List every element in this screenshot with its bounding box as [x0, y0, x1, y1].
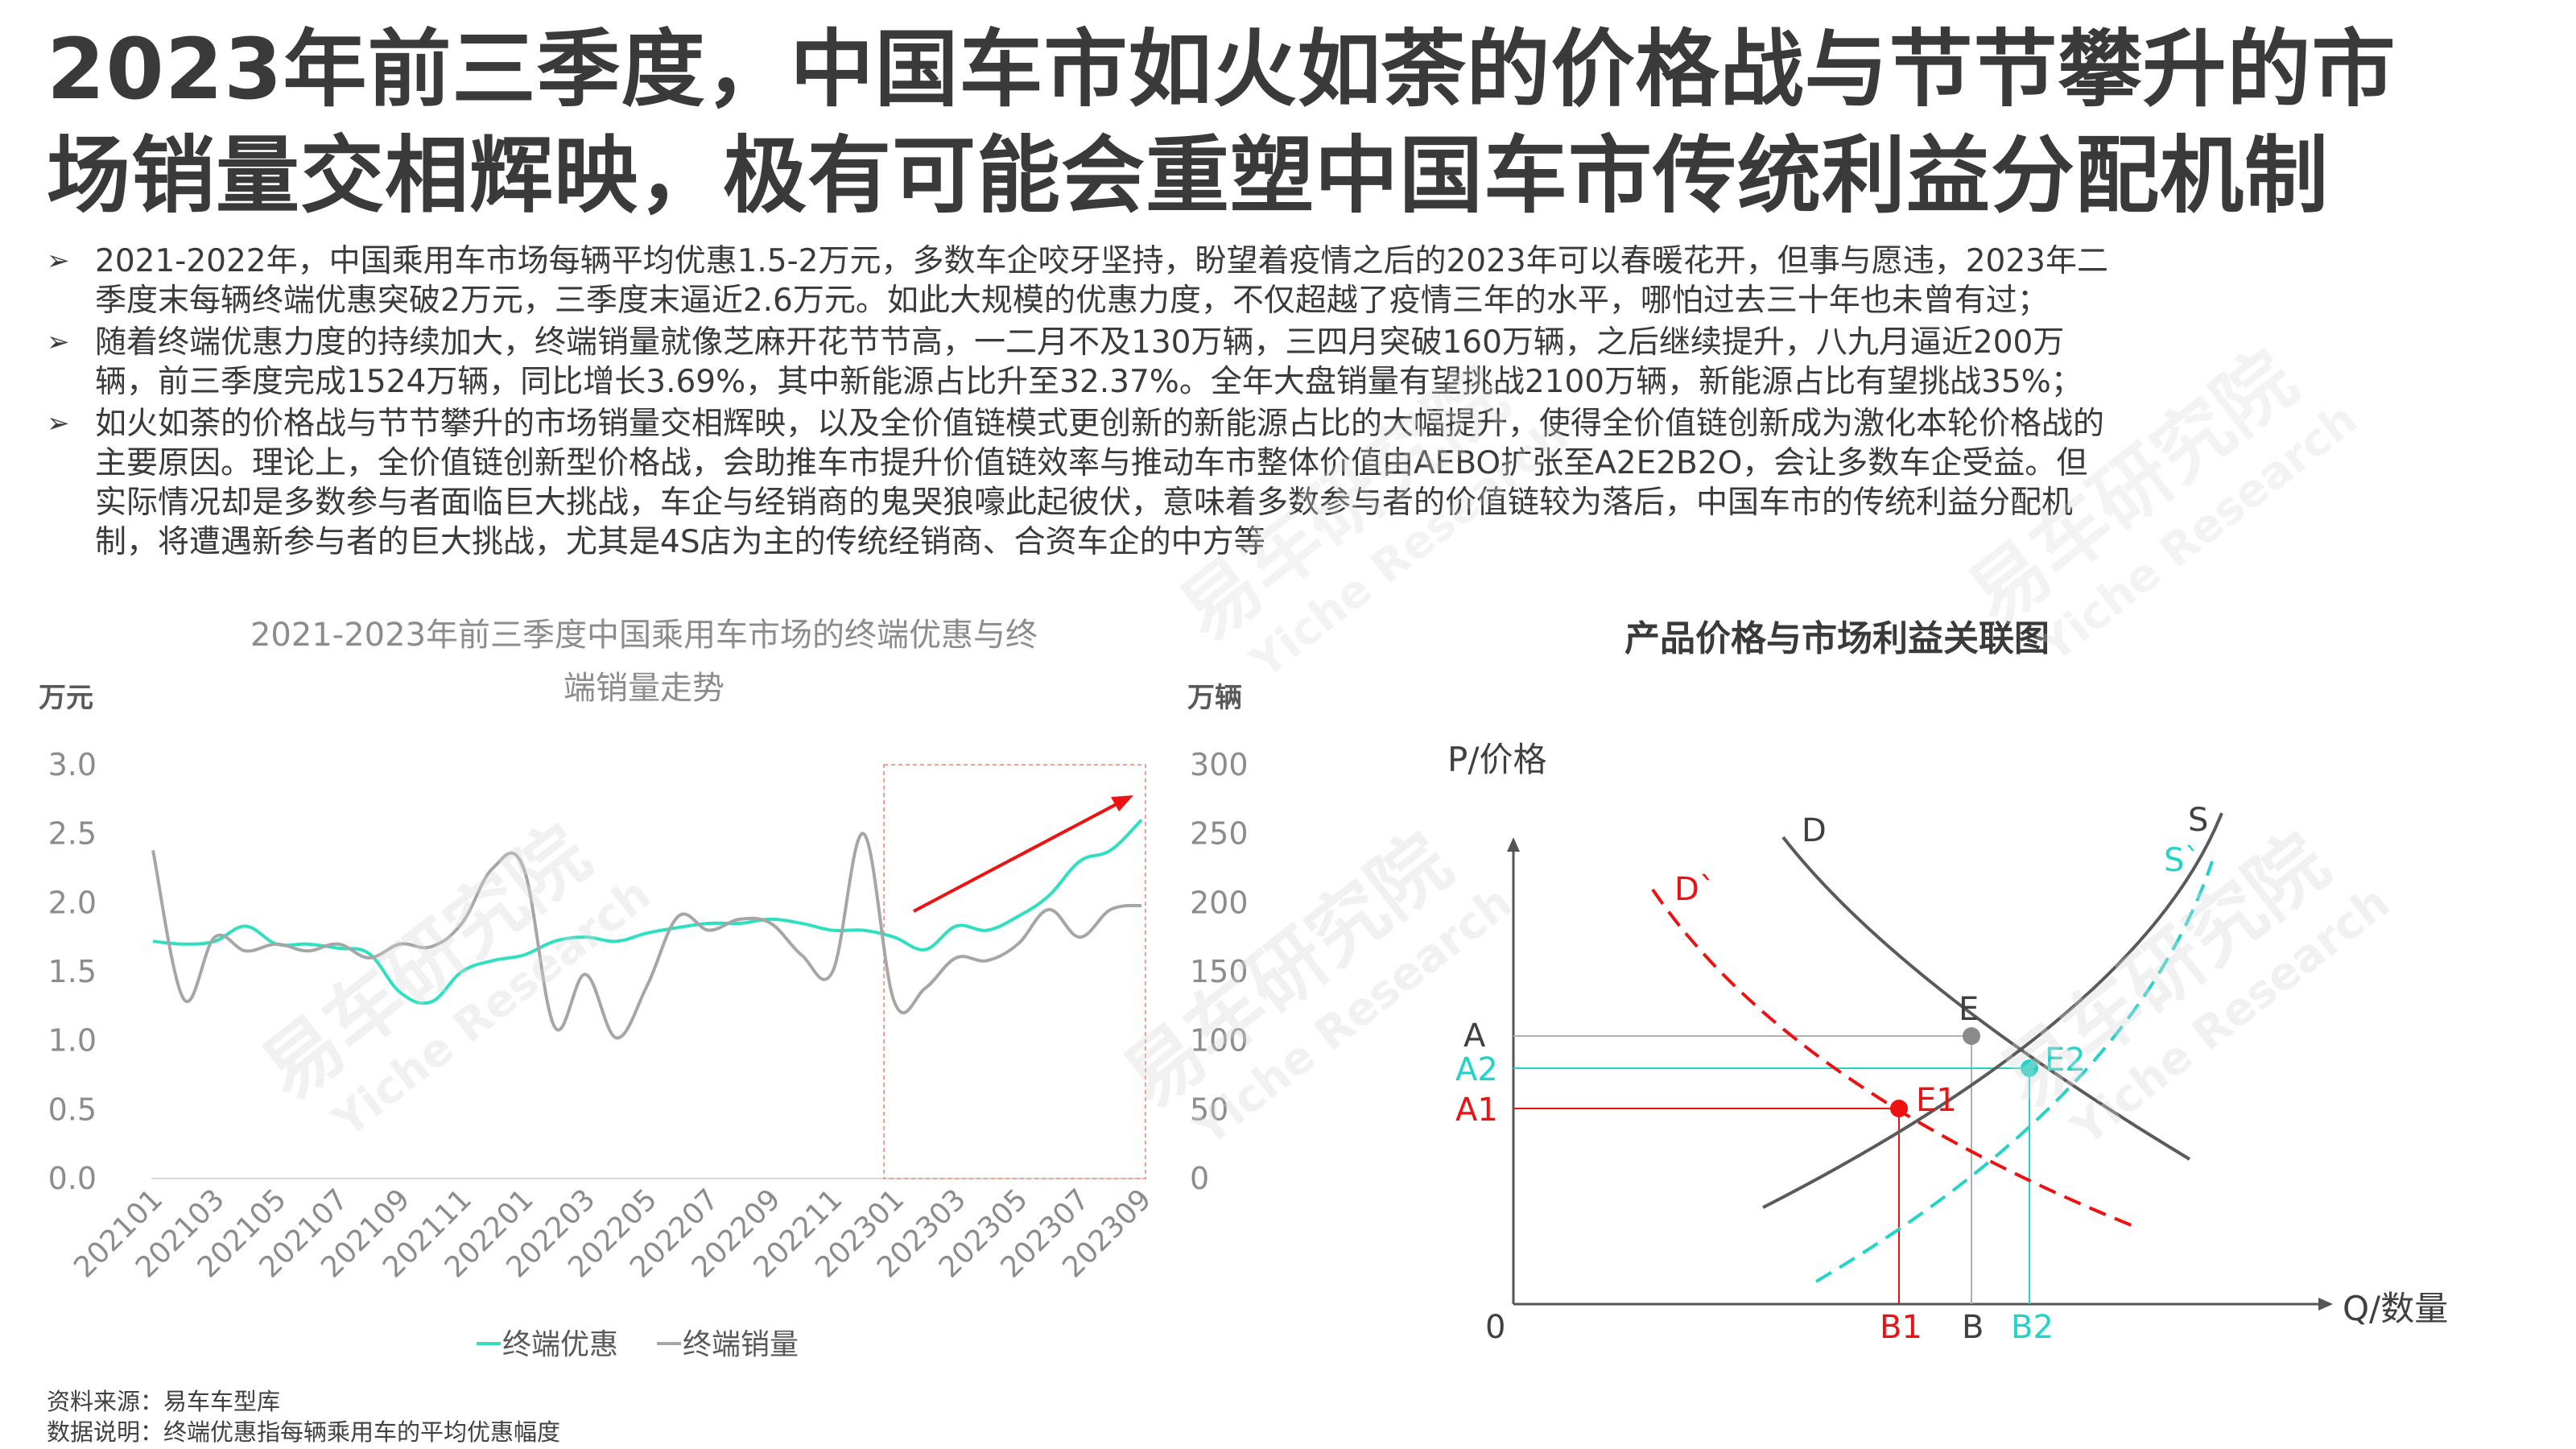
series-line-discount	[152, 819, 1143, 1005]
curve-label-d-prime: D`	[1674, 871, 1715, 908]
x-label-b1: B1	[1880, 1309, 1922, 1346]
legend-label-sales: 终端销量	[683, 1328, 799, 1361]
origin-label: 0	[1485, 1309, 1505, 1346]
line-chart: 2021-2023年前三季度中国乘用车市场的终端优惠与终 端销量走势 万元 万辆…	[39, 617, 1249, 1361]
y-label-a2: A2	[1455, 1051, 1498, 1088]
y-tick-left: 0.5	[48, 1092, 97, 1127]
arrow-bullet-icon: ➢	[47, 326, 70, 358]
y-tick-left: 2.0	[48, 885, 97, 920]
legend: 终端优惠 终端销量	[477, 1328, 799, 1361]
price-diagram: 产品价格与市场利益关联图 P/价格 Q/数量 0 D S D` S` E E2 …	[1447, 618, 2448, 1346]
point-label-e: E	[1959, 991, 1979, 1028]
y-label-a: A	[1463, 1018, 1486, 1055]
x-axis-ticks: 2021012021032021052021072021092021112022…	[68, 1183, 1158, 1284]
y-tick-right: 150	[1190, 954, 1249, 989]
x-axis-arrow	[2318, 1298, 2333, 1311]
y-tick-left: 1.5	[48, 954, 97, 989]
chart-title-line2: 端销量走势	[564, 670, 724, 707]
x-axis-label: Q/数量	[2343, 1289, 2448, 1328]
trend-arrow-head	[1111, 795, 1133, 811]
curve-label-s: S	[2188, 802, 2208, 839]
highlight-box	[883, 764, 1146, 1179]
bullet-list: ➢ 2021-2022年，中国乘用车市场每辆平均优惠1.5-2万元，多数车企咬牙…	[47, 242, 2558, 564]
arrow-bullet-icon: ➢	[47, 407, 70, 440]
bullet-item: ➢ 如火如荼的价格战与节节攀升的市场销量交相辉映，以及全价值链模式更创新的新能源…	[47, 406, 2105, 560]
point-e2	[2021, 1059, 2038, 1077]
curve-s	[1762, 812, 2223, 1209]
y-tick-left: 3.0	[48, 747, 97, 782]
curve-d	[1781, 836, 2191, 1161]
y-axis-right-ticks: 0 50 100 150 200 250 300	[1190, 747, 1249, 1196]
series-line-sales	[151, 832, 1142, 1040]
y-tick-left: 1.0	[48, 1023, 97, 1059]
y-tick-right: 0	[1190, 1161, 1209, 1196]
diagram-title: 产品价格与市场利益关联图	[1624, 618, 2050, 659]
chart-title-line1: 2021-2023年前三季度中国乘用车市场的终端优惠与终	[250, 617, 1038, 654]
y-tick-right: 200	[1190, 885, 1249, 920]
y-label-a1: A1	[1455, 1092, 1498, 1129]
y-tick-right: 50	[1190, 1092, 1228, 1127]
y-axis-arrow	[1507, 837, 1520, 852]
bullet-item: ➢ 随着终端优惠力度的持续加大，终端销量就像芝麻开花节节高，一二月不及130万辆…	[47, 324, 2083, 400]
legend-label-discount: 终端优惠	[502, 1328, 618, 1361]
y-axis-right-label: 万辆	[1187, 682, 1242, 714]
y-tick-left: 2.5	[48, 816, 97, 852]
x-label-b: B	[1962, 1309, 1984, 1346]
y-axis-left-label: 万元	[39, 682, 93, 714]
arrow-bullet-icon: ➢	[47, 245, 70, 277]
page-title: 2023年前三季度，中国车市如火如荼的价格战与节节攀升的市 场销量交相辉映，极有…	[47, 20, 2396, 225]
y-tick-right: 100	[1190, 1023, 1249, 1059]
trend-arrow	[913, 797, 1128, 913]
curve-label-s-prime: S`	[2164, 842, 2200, 879]
point-e	[1963, 1027, 1980, 1045]
point-label-e2: E2	[2045, 1042, 2086, 1079]
point-e1	[1890, 1100, 1908, 1117]
point-label-e1: E1	[1916, 1082, 1957, 1119]
curve-d-prime	[1651, 888, 2138, 1229]
curve-label-d: D	[1802, 812, 1827, 849]
y-tick-right: 300	[1190, 747, 1249, 782]
y-axis-label: P/价格	[1447, 740, 1546, 779]
x-label-b2: B2	[2011, 1309, 2054, 1346]
source-note: 资料来源：易车车型库 数据说明：终端优惠指每辆乘用车的平均优惠幅度	[47, 1388, 561, 1446]
y-tick-right: 250	[1190, 816, 1249, 852]
bullet-item: ➢ 2021-2022年，中国乘用车市场每辆平均优惠1.5-2万元，多数车企咬牙…	[47, 243, 2108, 319]
y-axis-left-ticks: 0.0 0.5 1.0 1.5 2.0 2.5 3.0	[48, 747, 97, 1196]
y-tick-left: 0.0	[48, 1161, 97, 1196]
